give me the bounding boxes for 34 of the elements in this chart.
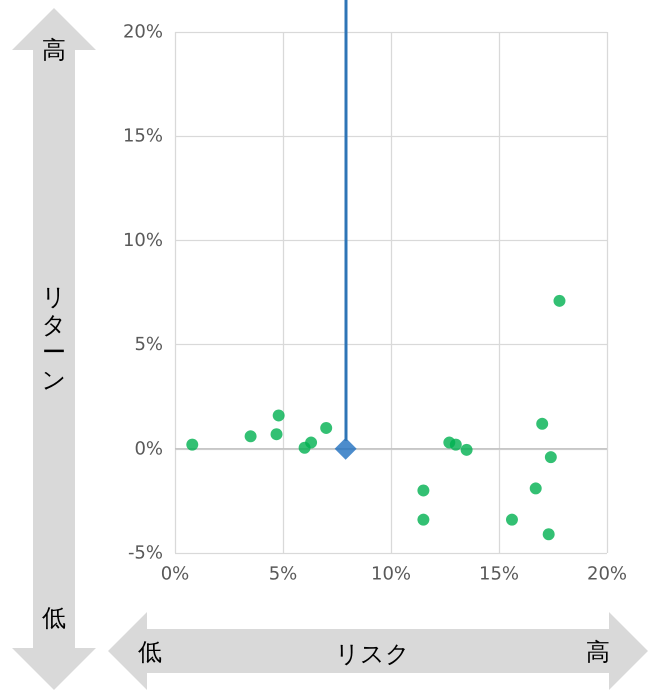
point	[320, 422, 332, 434]
point	[530, 482, 542, 494]
x-tick-label: 5%	[268, 564, 298, 584]
point	[506, 514, 518, 526]
y-tick-label: 10%	[122, 230, 163, 251]
y-tick-label: 5%	[134, 334, 163, 356]
point	[272, 409, 285, 422]
point	[460, 444, 473, 456]
point	[542, 528, 555, 540]
text: 高	[586, 638, 610, 666]
x-tick-label: 10%	[370, 564, 412, 584]
y-tick-label: 15%	[122, 126, 163, 147]
point	[544, 451, 557, 464]
point	[270, 428, 283, 440]
x-axis-title: リスク	[335, 640, 410, 668]
text: 高	[42, 36, 66, 64]
point	[417, 514, 430, 526]
point	[417, 484, 430, 496]
text: 低	[42, 604, 66, 632]
y-tick-label: 0%	[134, 438, 163, 460]
x-tick-label: 15%	[478, 564, 520, 584]
y-tick-label: -5%	[128, 542, 163, 564]
point	[553, 294, 566, 307]
y-tick-label: 20%	[122, 22, 163, 42]
y-axis-title: リターン	[42, 283, 66, 394]
point	[186, 438, 198, 451]
text: 低	[138, 638, 162, 666]
point	[305, 436, 318, 449]
point	[334, 438, 357, 460]
point	[244, 430, 257, 442]
point	[536, 418, 548, 430]
point	[450, 438, 462, 451]
x-tick-label: 20%	[586, 564, 628, 584]
x-tick-label: 0%	[160, 564, 190, 584]
